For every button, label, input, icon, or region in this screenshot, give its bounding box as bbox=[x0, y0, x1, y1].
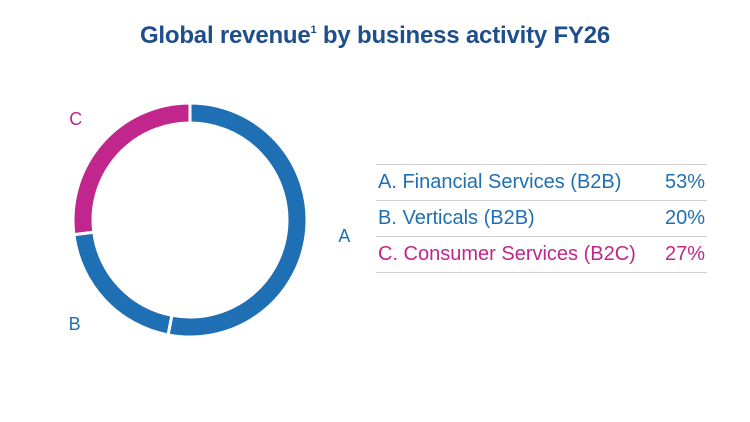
title-text: Global revenue bbox=[139, 22, 311, 49]
legend-row-c: C. Consumer Services (B2C) 27% bbox=[376, 237, 707, 273]
slice-label-c: C bbox=[69, 109, 82, 129]
legend-pct-b: 20% bbox=[664, 207, 705, 229]
legend-label-c: C. Consumer Services (B2C) bbox=[378, 243, 636, 265]
donut-slice-c bbox=[71, 101, 192, 237]
legend-label-b: B. Verticals (B2B) bbox=[378, 207, 535, 229]
legend-row-a: A. Financial Services (B2B) 53% bbox=[376, 165, 707, 201]
donut-slice-a bbox=[166, 101, 309, 339]
title-suffix: by business activity FY26 bbox=[316, 22, 611, 49]
slice-label-a: A bbox=[338, 226, 350, 246]
chart-title: Global revenue1 by business activity FY2… bbox=[0, 22, 750, 50]
legend-row-b: B. Verticals (B2B) 20% bbox=[376, 201, 707, 237]
legend-table: A. Financial Services (B2B) 53% B. Verti… bbox=[376, 164, 707, 273]
legend-pct-c: 27% bbox=[664, 243, 705, 265]
donut-slice-b bbox=[72, 230, 174, 337]
legend-label-a: A. Financial Services (B2B) bbox=[378, 171, 622, 193]
legend-pct-a: 53% bbox=[664, 171, 705, 193]
title-footnote-marker: 1 bbox=[310, 24, 317, 36]
slice-label-b: B bbox=[69, 314, 81, 334]
